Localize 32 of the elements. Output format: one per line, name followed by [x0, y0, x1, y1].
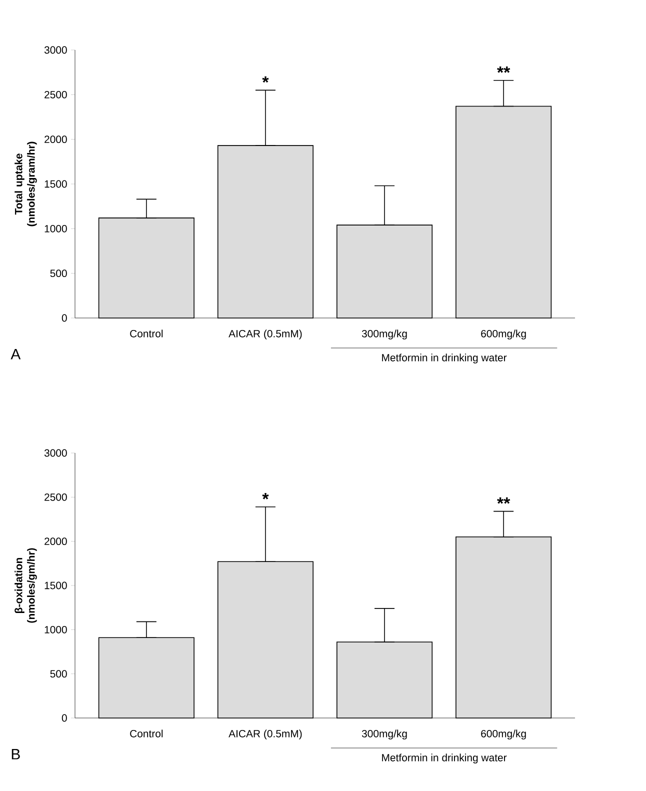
- x-tick-label: AICAR (0.5mM): [228, 730, 302, 740]
- y-tick-label: 2000: [44, 136, 67, 144]
- y-tick-label: 500: [50, 670, 67, 678]
- y-tick-label: 3000: [44, 449, 67, 457]
- y-tick-label: 3000: [44, 46, 67, 54]
- y-tick-label: 2500: [44, 493, 67, 501]
- y-tick-label: 0: [62, 314, 67, 322]
- annotation: **: [497, 66, 510, 73]
- y-tick-label: 1000: [44, 626, 67, 634]
- x-tick-label: 300mg/kg: [362, 730, 407, 740]
- x-tick-label: 600mg/kg: [481, 730, 526, 740]
- y-tick-label: 500: [50, 270, 67, 278]
- x-tick-label: AICAR (0.5mM): [228, 330, 302, 340]
- x-tick-label: 300mg/kg: [362, 330, 407, 340]
- text: Metformin in drinking water: [382, 354, 507, 364]
- text: Metformin in drinking water: [382, 754, 507, 764]
- y-tick-label: 2500: [44, 90, 67, 98]
- y-tick-label: 0: [62, 714, 67, 722]
- x-tick-label: Control: [130, 730, 163, 738]
- annotation: *: [262, 493, 269, 500]
- x-tick-label: Control: [130, 330, 163, 338]
- annotation: *: [262, 76, 269, 83]
- y-tick-label: 2000: [44, 538, 67, 546]
- y-tick-label: 1500: [44, 582, 67, 590]
- y-tick-label: 1000: [44, 224, 67, 232]
- y-axis-title: Total uptake (nmoles/gram/hr): [14, 142, 37, 226]
- x-tick-label: 600mg/kg: [481, 330, 526, 340]
- text: A: [10, 349, 21, 360]
- y-tick-label: 1500: [44, 180, 67, 188]
- annotation: **: [497, 497, 510, 504]
- text: B: [12, 749, 20, 760]
- y-axis-title: β-oxidation (nmoles/gm/hr): [14, 548, 37, 623]
